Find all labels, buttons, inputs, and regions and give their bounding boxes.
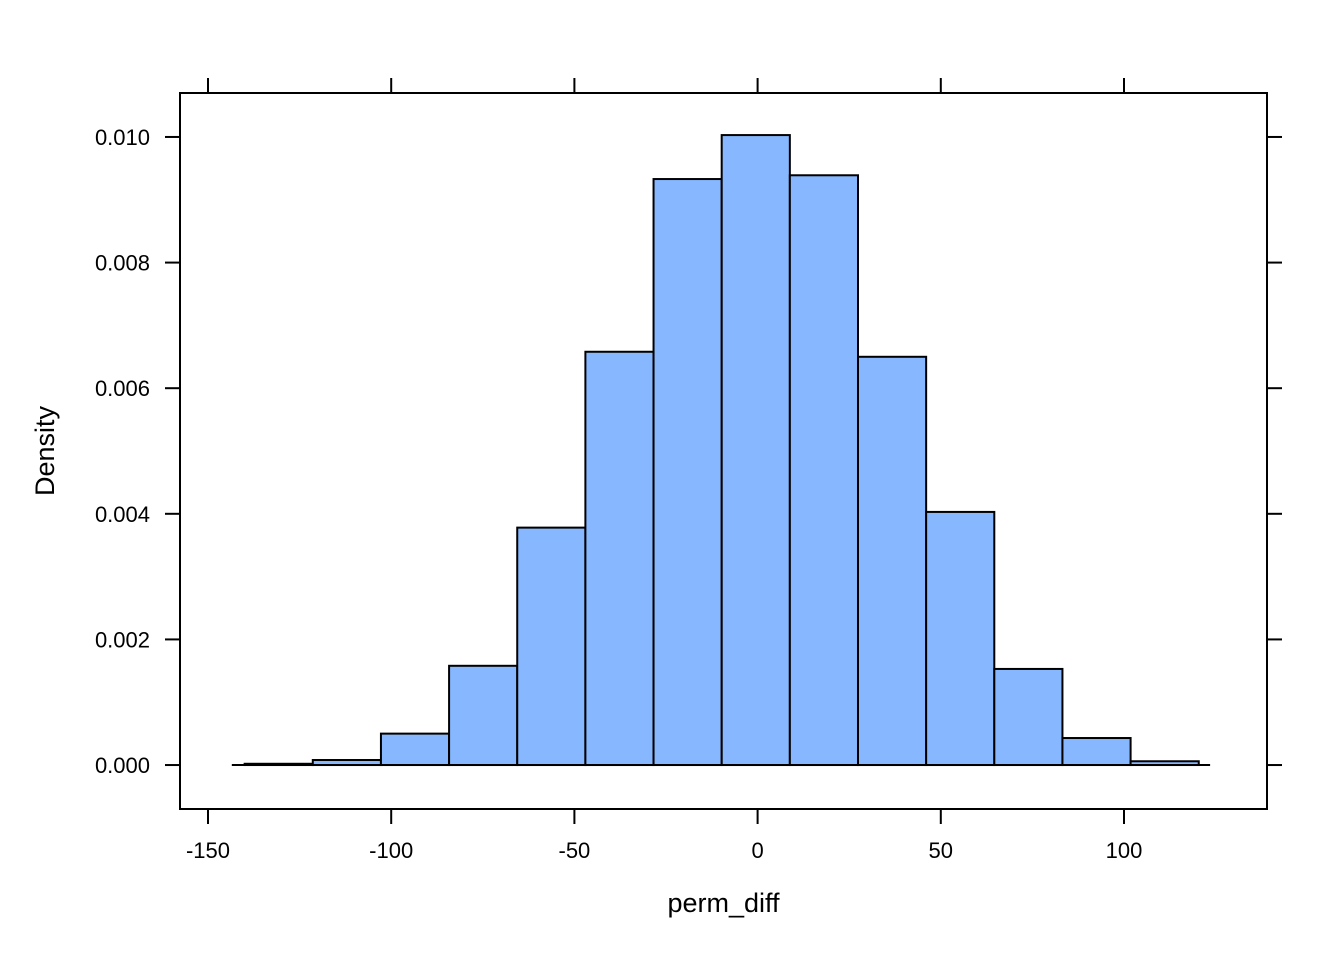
x-tick-label: 50 [929,838,953,863]
x-tick-label: -100 [369,838,413,863]
histogram-bar-9 [856,355,928,767]
x-tick-label: -150 [186,838,230,863]
histogram-bar-8 [788,174,859,767]
histogram-bar-12 [1061,737,1132,767]
y-tick-label: 0.004 [95,502,150,527]
x-axis-ticks: -150 -100 -50 0 50 100 [186,78,1142,863]
y-axis-title: Density [30,405,60,496]
x-axis-title: perm_diff [667,888,780,918]
y-tick-label: 0.010 [95,125,150,150]
bars-group [243,134,1200,767]
histogram-bar-6 [652,178,723,767]
histogram-bar-7 [720,134,791,767]
y-tick-label: 0.006 [95,376,150,401]
histogram-bar-5 [584,350,655,767]
x-tick-label: 100 [1106,838,1143,863]
y-tick-label: 0.000 [95,753,150,778]
histogram-bar-2 [379,732,451,767]
y-tick-label: 0.008 [95,251,150,276]
x-tick-label: -50 [559,838,591,863]
x-tick-label: 0 [751,838,763,863]
y-axis-ticks: 0.000 0.002 0.004 0.006 0.008 0.010 [95,125,1282,778]
plot-panel [179,92,1268,810]
histogram-bar-10 [925,510,996,767]
histogram-bar-4 [516,526,587,767]
y-tick-label: 0.002 [95,627,150,652]
histogram-bar-11 [993,667,1064,767]
histogram-bar-3 [448,664,519,767]
